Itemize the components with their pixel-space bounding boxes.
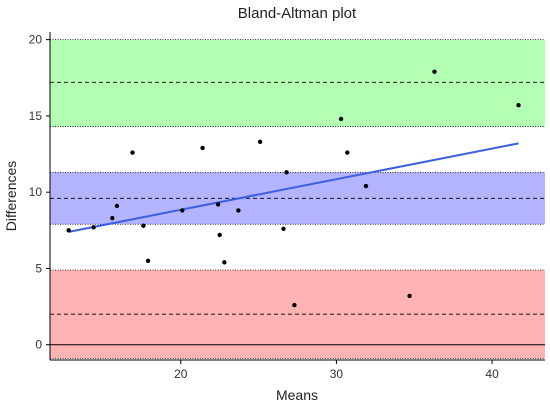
data-point-6 <box>145 258 151 264</box>
data-point-9 <box>215 202 221 207</box>
data-point-0 <box>66 228 71 233</box>
data-point-21 <box>432 69 437 74</box>
data-point-13 <box>257 139 263 145</box>
y-axis-title: Differences <box>3 161 19 232</box>
data-point-20 <box>407 293 412 299</box>
x-tick-label-2: 40 <box>485 367 499 381</box>
y-tick-label-1: 5 <box>35 261 42 275</box>
x-axis-title: Means <box>276 387 318 403</box>
agreement-bands <box>50 39 545 359</box>
data-point-14 <box>281 226 286 231</box>
data-point-3 <box>114 203 120 209</box>
data-point-19 <box>363 183 369 189</box>
axes <box>49 32 545 361</box>
data-point-1 <box>91 225 96 230</box>
data-point-16 <box>292 302 297 308</box>
regression-line <box>68 142 519 233</box>
data-point-11 <box>222 260 227 265</box>
chart-title: Bland-Altman plot <box>238 5 357 22</box>
data-point-2 <box>110 215 115 221</box>
data-point-17 <box>338 116 344 122</box>
agreement-band-0 <box>50 39 545 127</box>
data-point-18 <box>345 150 350 155</box>
y-tick-label-4: 20 <box>29 33 43 47</box>
data-point-7 <box>180 208 185 213</box>
x-tick-label-0: 20 <box>174 367 188 381</box>
x-tick-label-1: 30 <box>330 367 344 381</box>
data-point-22 <box>516 103 521 108</box>
data-point-5 <box>141 223 146 228</box>
y-tick-label-0: 0 <box>35 338 42 352</box>
data-point-8 <box>200 145 205 151</box>
data-point-12 <box>236 208 241 213</box>
data-points <box>66 69 521 308</box>
y-tick-label-3: 15 <box>29 109 43 123</box>
y-tick-label-2: 10 <box>29 185 43 199</box>
axis-ticks: 20 30 40 0 5 10 15 20 <box>29 33 499 381</box>
data-point-15 <box>284 170 289 175</box>
data-point-10 <box>217 232 222 238</box>
data-point-4 <box>130 150 135 155</box>
reference-lines <box>50 39 545 359</box>
